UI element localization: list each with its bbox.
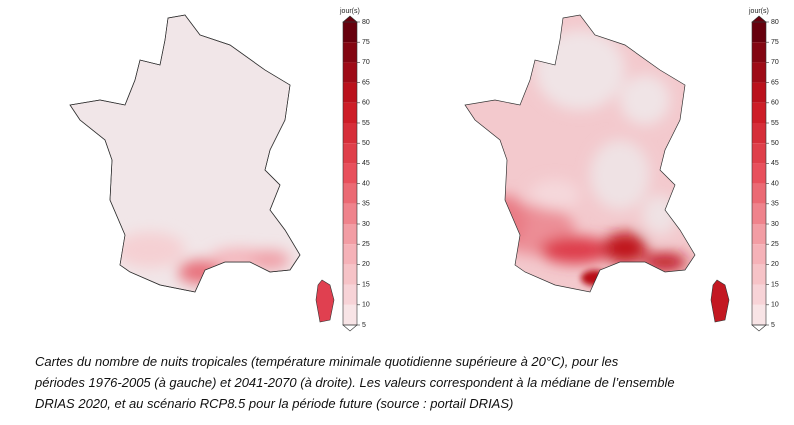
color-step [752,244,766,265]
color-step [752,62,766,83]
tick-label: 5 [771,322,775,329]
color-step [343,284,357,305]
color-step [752,264,766,285]
color-step [343,42,357,63]
tick-label: 15 [771,281,779,288]
caption-line: périodes 1976-2005 (à gauche) et 2041-20… [34,375,675,390]
tick-label: 35 [771,201,779,208]
color-step [343,22,357,43]
map-future [464,14,730,323]
tick-label: 35 [362,201,370,208]
color-step [752,22,766,43]
tick-label: 65 [362,79,370,86]
color-step [343,264,357,285]
tick-label: 20 [771,261,779,268]
map-past [69,14,335,323]
tick-label: 55 [362,120,370,127]
colorbar-title: jour(s) [748,8,769,15]
colorbar-title: jour(s) [339,8,360,15]
tick-label: 40 [362,180,370,187]
tick-label: 55 [771,120,779,127]
color-step [752,123,766,144]
tick-label: 60 [771,100,779,107]
color-step [343,244,357,265]
color-step [752,284,766,305]
tick-label: 60 [362,100,370,107]
tick-label: 65 [771,79,779,86]
color-step [343,224,357,245]
tick-label: 5 [362,322,366,329]
color-step [752,163,766,184]
color-step [343,82,357,103]
colorbar-frame [342,21,358,326]
caption-line: Cartes du nombre de nuits tropicales (te… [35,354,619,369]
tick-label: 30 [362,221,370,228]
color-step [752,203,766,224]
tick-label: 75 [362,39,370,46]
colorbar-frame [751,21,767,326]
tick-label: 50 [362,140,370,147]
tick-label: 75 [771,39,779,46]
color-step [343,203,357,224]
tick-label: 10 [362,302,370,309]
color-step [752,224,766,245]
tick-label: 20 [362,261,370,268]
color-step [752,42,766,63]
color-step [343,183,357,204]
tick-label: 15 [362,281,370,288]
arrow-bottom [751,324,767,332]
caption: Cartes du nombre de nuits tropicales (te… [34,354,675,411]
tick-label: 25 [362,241,370,248]
tick-label: 70 [771,59,779,66]
colorbar: jour(s) 5 10 15 20 25 30 35 40 45 50 55 60 65 70 75 80 [748,8,779,332]
tick-label: 40 [771,180,779,187]
tick-label: 25 [771,241,779,248]
arrow-top [751,15,767,23]
tick-label: 50 [771,140,779,147]
color-step [343,163,357,184]
tick-label: 70 [362,59,370,66]
tick-label: 80 [362,19,370,26]
tick-label: 30 [771,221,779,228]
arrow-bottom [342,324,358,332]
color-step [752,82,766,103]
arrow-top [342,15,358,23]
color-step [343,143,357,164]
tick-label: 10 [771,302,779,309]
tick-label: 45 [771,160,779,167]
color-step [752,143,766,164]
color-step [343,304,357,325]
color-step [343,62,357,83]
tick-label: 80 [771,19,779,26]
tick-label: 45 [362,160,370,167]
color-step [752,183,766,204]
caption-line: DRIAS 2020, et au scénario RCP8.5 pour l… [35,396,513,411]
colorbar: jour(s) 5 10 15 20 25 30 35 40 45 50 55 60 65 70 75 80 [339,8,370,332]
color-step [343,123,357,144]
colorbars: jour(s)5101520253035404550556065707580jo… [339,8,779,332]
color-step [752,102,766,123]
color-step [752,304,766,325]
color-step [343,102,357,123]
